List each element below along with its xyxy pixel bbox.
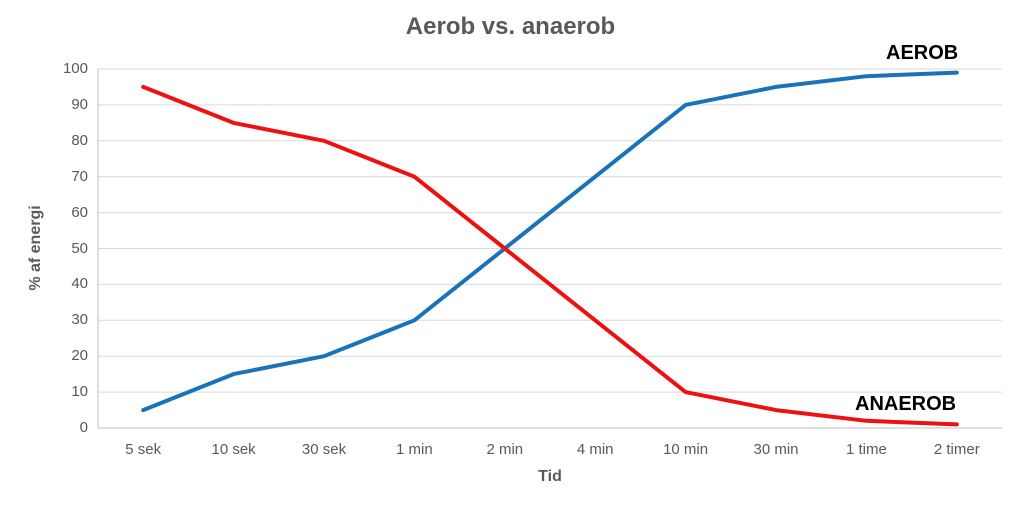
x-tick-3: 30 sek (301, 441, 347, 458)
y-tick-50: 50 (71, 239, 88, 257)
y-tick-40: 40 (71, 275, 88, 293)
x-tick-9: 1 time (845, 441, 887, 458)
x-tick-4: 1 min (396, 441, 433, 458)
y-tick-60: 60 (71, 203, 88, 221)
x-tick-8: 30 min (753, 441, 799, 458)
x-tick-5: 2 min (486, 441, 524, 458)
x-tick-6: 4 min (576, 441, 614, 458)
x-tick-2: 10 sek (211, 441, 256, 458)
y-tick-0: 0 (79, 419, 88, 436)
series-label-aerob: AEROB (886, 42, 959, 64)
series-line-aerob (141, 70, 959, 413)
x-tick-10: 2 timer (933, 441, 980, 458)
x-axis-title: Tid (538, 468, 562, 485)
y-tick-100: 100 (62, 60, 88, 77)
x-tick-7: 10 min (663, 441, 709, 458)
y-tick-70: 70 (71, 167, 88, 185)
y-tick-10: 10 (71, 383, 88, 401)
y-tick-80: 80 (71, 131, 88, 149)
series-label-anaerob: ANAEROB (855, 393, 957, 415)
y-tick-20: 20 (71, 347, 88, 365)
series-line-anaerob (141, 84, 959, 427)
y-tick-30: 30 (71, 311, 88, 329)
chart-title: Aerob vs. anaerob (405, 13, 616, 40)
x-tick-1: 5 sek (125, 441, 162, 458)
y-tick-90: 90 (71, 95, 88, 113)
